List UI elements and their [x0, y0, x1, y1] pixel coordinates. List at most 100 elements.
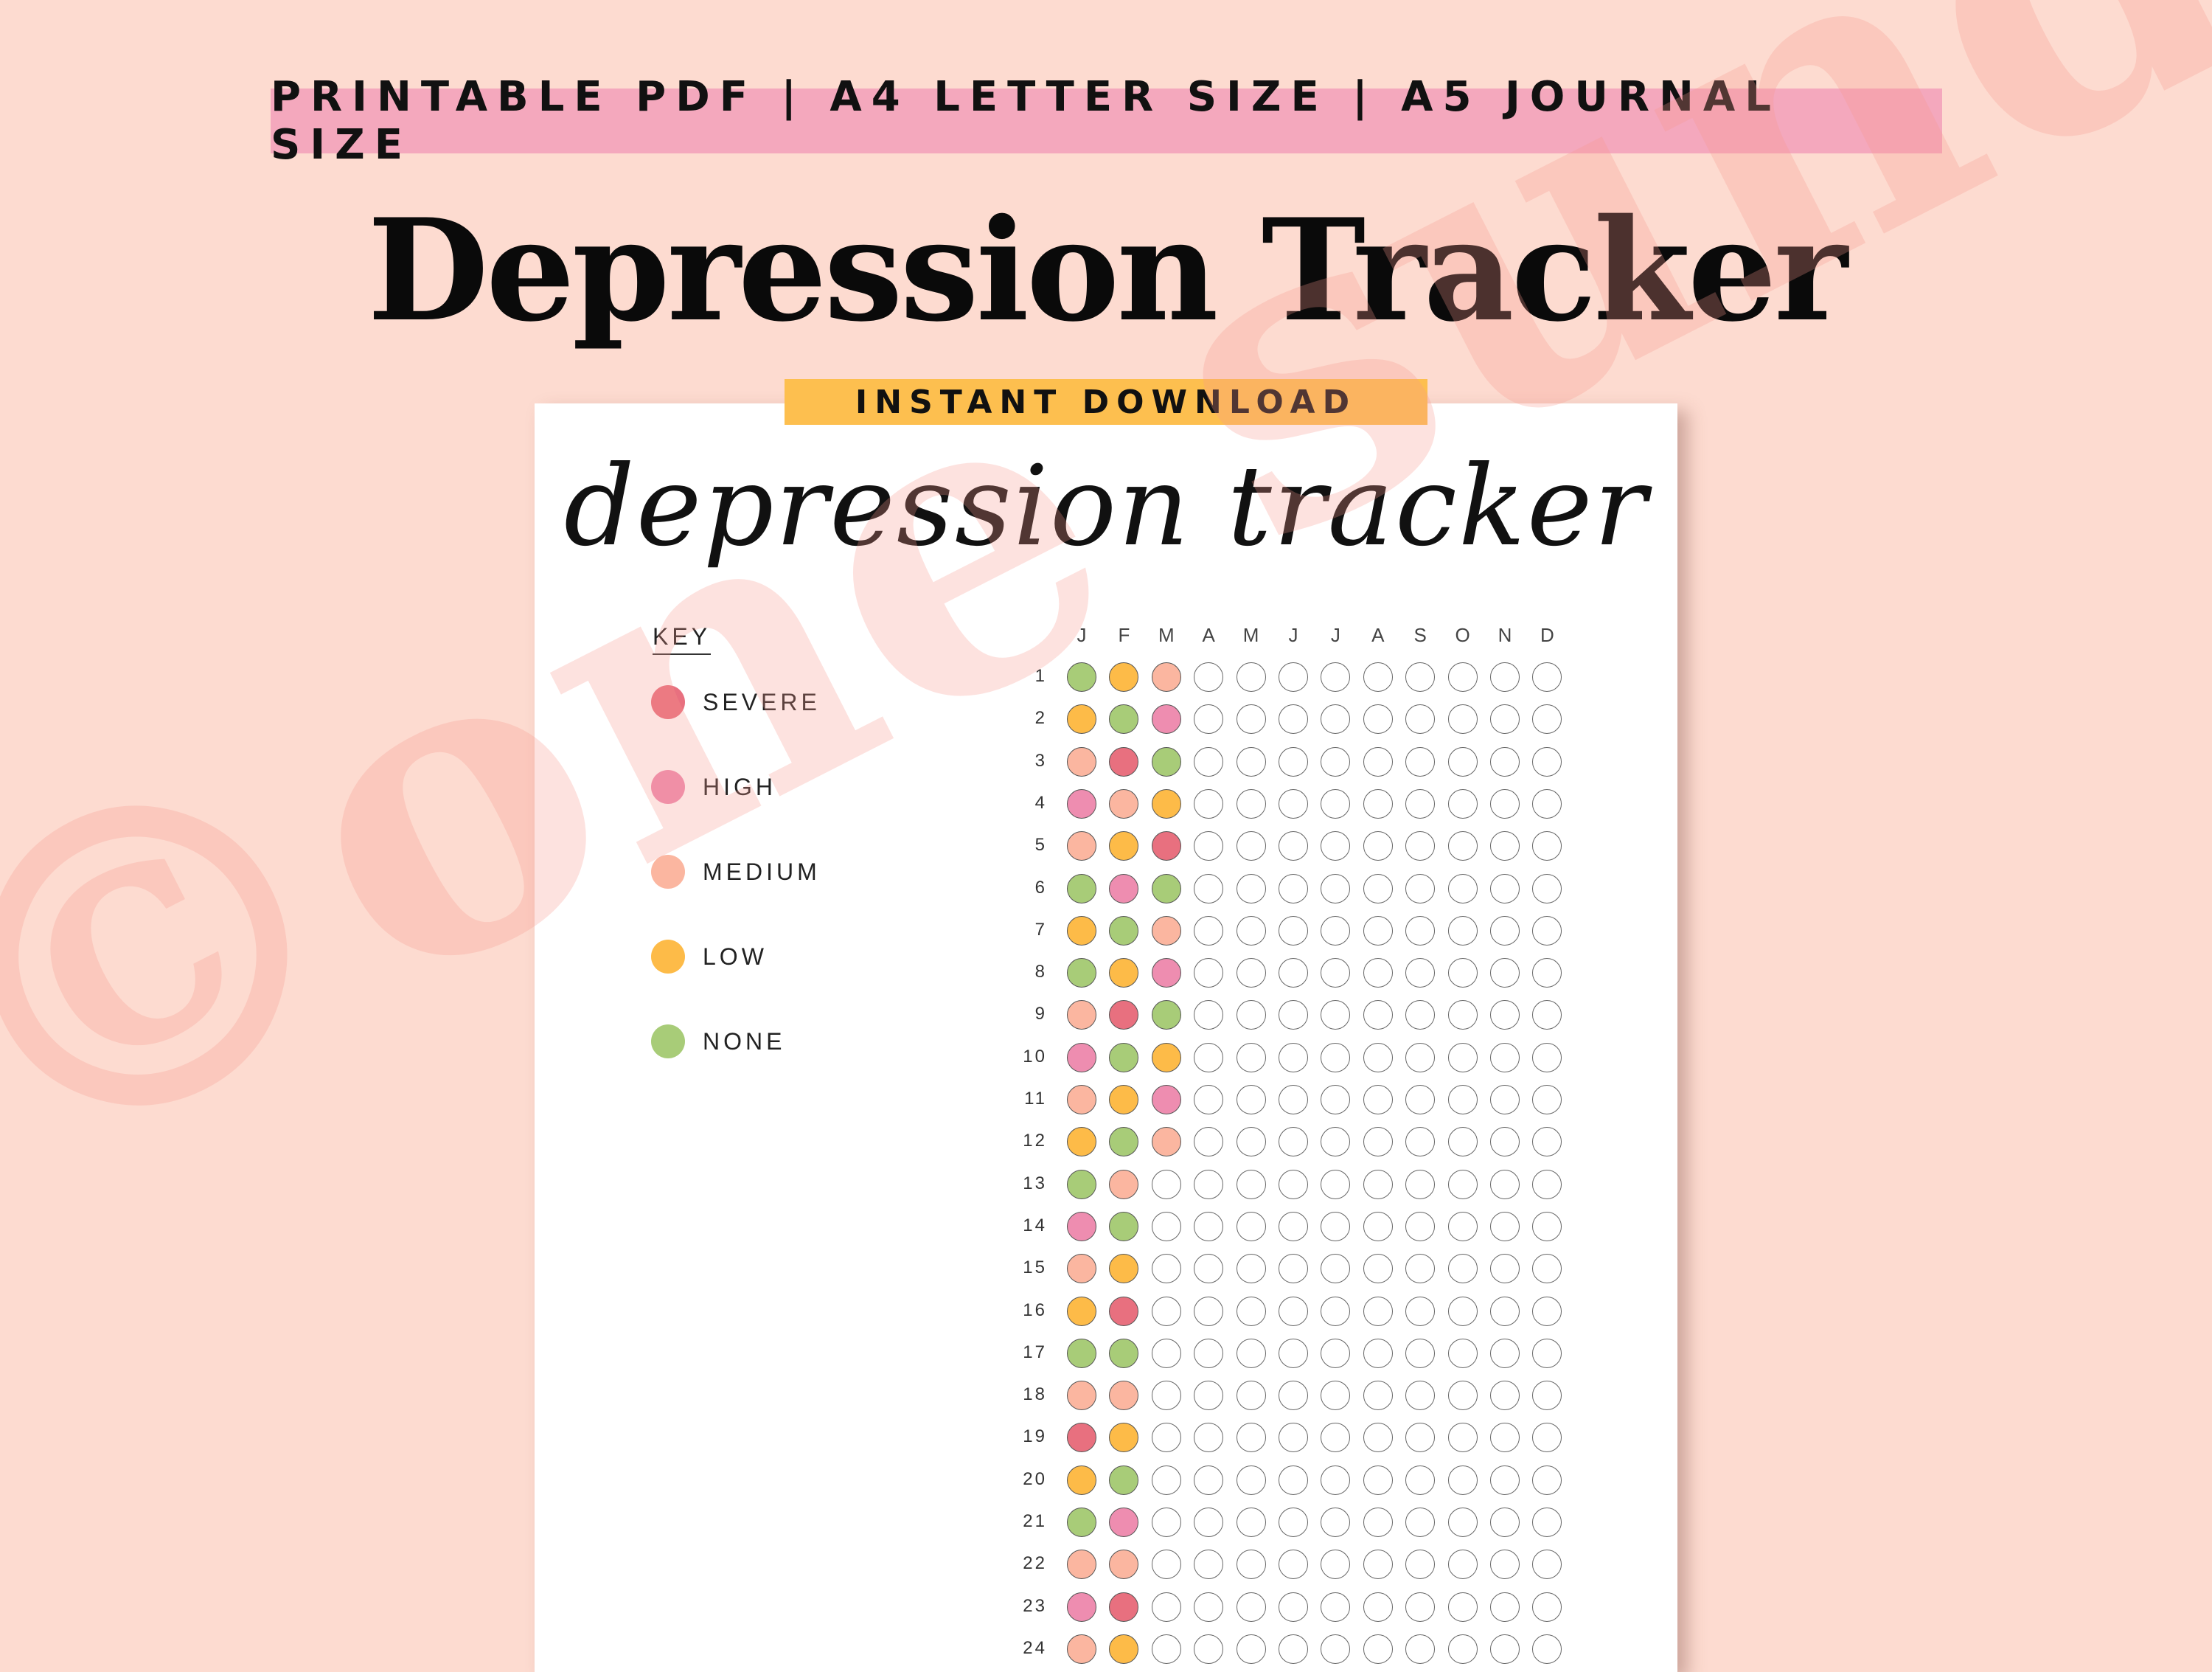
tracker-cell-empty[interactable]: [1447, 1634, 1478, 1664]
tracker-cell-empty[interactable]: [1447, 831, 1478, 861]
tracker-cell-empty[interactable]: [1194, 1254, 1224, 1284]
tracker-cell-empty[interactable]: [1532, 1381, 1562, 1411]
tracker-cell-empty[interactable]: [1405, 1254, 1436, 1284]
tracker-cell-empty[interactable]: [1194, 1127, 1224, 1157]
tracker-cell-empty[interactable]: [1363, 1634, 1393, 1664]
tracker-cell-empty[interactable]: [1363, 958, 1393, 988]
tracker-cell-empty[interactable]: [1194, 1423, 1224, 1453]
tracker-cell-empty[interactable]: [1236, 1381, 1266, 1411]
tracker-cell-high[interactable]: [1151, 1085, 1181, 1114]
tracker-cell-none[interactable]: [1109, 704, 1139, 735]
tracker-cell-empty[interactable]: [1279, 1085, 1308, 1114]
tracker-cell-none[interactable]: [1067, 873, 1096, 903]
tracker-cell-empty[interactable]: [1405, 1296, 1436, 1326]
tracker-cell-empty[interactable]: [1532, 1508, 1562, 1537]
tracker-cell-empty[interactable]: [1490, 1254, 1520, 1284]
tracker-cell-empty[interactable]: [1490, 1127, 1520, 1157]
tracker-cell-empty[interactable]: [1363, 1381, 1393, 1411]
tracker-cell-empty[interactable]: [1151, 1169, 1181, 1199]
tracker-cell-empty[interactable]: [1363, 1296, 1393, 1326]
tracker-cell-empty[interactable]: [1532, 1338, 1562, 1368]
tracker-cell-empty[interactable]: [1321, 746, 1351, 777]
tracker-cell-empty[interactable]: [1151, 1423, 1181, 1453]
tracker-cell-medium[interactable]: [1109, 788, 1139, 819]
tracker-cell-low[interactable]: [1109, 1254, 1139, 1284]
tracker-cell-empty[interactable]: [1532, 1296, 1562, 1326]
tracker-cell-medium[interactable]: [1067, 1634, 1096, 1664]
tracker-cell-empty[interactable]: [1151, 1254, 1181, 1284]
tracker-cell-low[interactable]: [1109, 831, 1139, 861]
tracker-cell-empty[interactable]: [1447, 873, 1478, 903]
tracker-cell-empty[interactable]: [1321, 1296, 1351, 1326]
tracker-cell-medium[interactable]: [1151, 915, 1181, 946]
tracker-cell-none[interactable]: [1067, 1508, 1096, 1537]
tracker-cell-medium[interactable]: [1151, 662, 1181, 692]
tracker-cell-empty[interactable]: [1321, 1592, 1351, 1622]
tracker-cell-empty[interactable]: [1321, 1169, 1351, 1199]
tracker-cell-empty[interactable]: [1363, 1550, 1393, 1580]
tracker-cell-empty[interactable]: [1447, 1000, 1478, 1030]
tracker-cell-empty[interactable]: [1363, 704, 1393, 735]
tracker-cell-none[interactable]: [1109, 1465, 1139, 1495]
tracker-cell-empty[interactable]: [1279, 1465, 1308, 1495]
tracker-cell-empty[interactable]: [1532, 1634, 1562, 1664]
tracker-cell-empty[interactable]: [1321, 873, 1351, 903]
tracker-cell-empty[interactable]: [1405, 915, 1436, 946]
tracker-cell-empty[interactable]: [1194, 788, 1224, 819]
tracker-cell-empty[interactable]: [1236, 1254, 1266, 1284]
tracker-cell-empty[interactable]: [1279, 1254, 1308, 1284]
tracker-cell-empty[interactable]: [1321, 1338, 1351, 1368]
tracker-cell-empty[interactable]: [1279, 1634, 1308, 1664]
tracker-cell-empty[interactable]: [1236, 662, 1266, 692]
tracker-cell-empty[interactable]: [1532, 1465, 1562, 1495]
tracker-cell-empty[interactable]: [1405, 1211, 1436, 1241]
tracker-cell-empty[interactable]: [1490, 1592, 1520, 1622]
tracker-cell-low[interactable]: [1067, 704, 1096, 735]
tracker-cell-low[interactable]: [1109, 1423, 1139, 1453]
tracker-cell-empty[interactable]: [1194, 915, 1224, 946]
tracker-cell-empty[interactable]: [1151, 1338, 1181, 1368]
tracker-cell-low[interactable]: [1109, 662, 1139, 692]
tracker-cell-empty[interactable]: [1321, 1211, 1351, 1241]
tracker-cell-empty[interactable]: [1532, 1423, 1562, 1453]
tracker-cell-medium[interactable]: [1109, 1550, 1139, 1580]
tracker-cell-low[interactable]: [1067, 1296, 1096, 1326]
tracker-cell-empty[interactable]: [1279, 1550, 1308, 1580]
tracker-cell-empty[interactable]: [1279, 662, 1308, 692]
tracker-cell-low[interactable]: [1151, 788, 1181, 819]
tracker-cell-low[interactable]: [1109, 1085, 1139, 1114]
tracker-cell-empty[interactable]: [1490, 873, 1520, 903]
tracker-cell-empty[interactable]: [1405, 1465, 1436, 1495]
tracker-cell-empty[interactable]: [1236, 1592, 1266, 1622]
tracker-cell-empty[interactable]: [1321, 1423, 1351, 1453]
tracker-cell-empty[interactable]: [1321, 1085, 1351, 1114]
tracker-cell-empty[interactable]: [1532, 1085, 1562, 1114]
tracker-cell-empty[interactable]: [1236, 1296, 1266, 1326]
tracker-cell-empty[interactable]: [1490, 1508, 1520, 1537]
tracker-cell-severe[interactable]: [1067, 1423, 1096, 1453]
tracker-cell-empty[interactable]: [1447, 704, 1478, 735]
tracker-cell-high[interactable]: [1067, 1042, 1096, 1072]
tracker-cell-empty[interactable]: [1447, 1085, 1478, 1114]
tracker-cell-empty[interactable]: [1447, 1169, 1478, 1199]
tracker-cell-empty[interactable]: [1405, 746, 1436, 777]
tracker-cell-empty[interactable]: [1236, 1000, 1266, 1030]
tracker-cell-empty[interactable]: [1321, 662, 1351, 692]
tracker-cell-empty[interactable]: [1363, 1592, 1393, 1622]
tracker-cell-empty[interactable]: [1321, 1550, 1351, 1580]
tracker-cell-empty[interactable]: [1194, 704, 1224, 735]
tracker-cell-severe[interactable]: [1109, 1000, 1139, 1030]
tracker-cell-empty[interactable]: [1151, 1211, 1181, 1241]
tracker-cell-empty[interactable]: [1236, 1338, 1266, 1368]
tracker-cell-empty[interactable]: [1490, 1211, 1520, 1241]
tracker-cell-empty[interactable]: [1490, 704, 1520, 735]
tracker-cell-empty[interactable]: [1405, 1592, 1436, 1622]
tracker-cell-empty[interactable]: [1405, 1000, 1436, 1030]
tracker-cell-empty[interactable]: [1447, 958, 1478, 988]
tracker-cell-none[interactable]: [1067, 958, 1096, 988]
tracker-cell-empty[interactable]: [1447, 746, 1478, 777]
tracker-cell-medium[interactable]: [1067, 1381, 1096, 1411]
tracker-cell-empty[interactable]: [1405, 873, 1436, 903]
tracker-cell-none[interactable]: [1109, 915, 1139, 946]
tracker-cell-medium[interactable]: [1067, 831, 1096, 861]
